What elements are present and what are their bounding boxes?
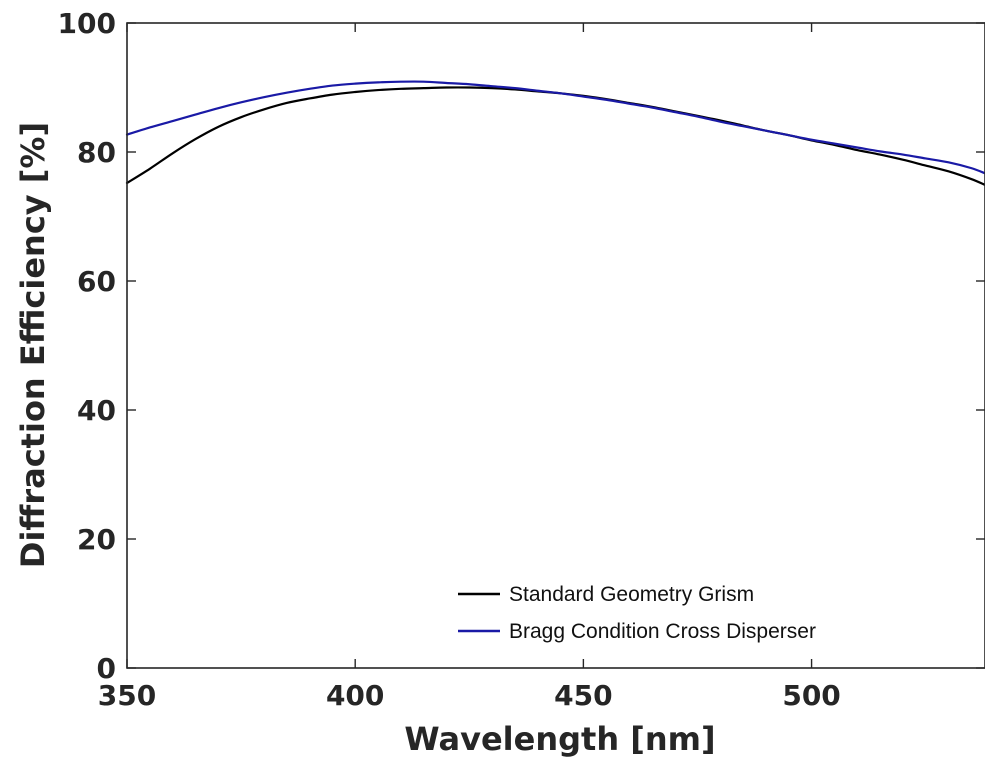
- series-lines: [125, 80, 985, 186]
- x-tick-label-500: 500: [782, 679, 840, 712]
- y-tick-label-80: 80: [77, 136, 116, 169]
- legend: Standard Geometry Grism Bragg Condition …: [458, 583, 816, 643]
- plot-background: [127, 23, 985, 668]
- y-tick-label-0: 0: [97, 652, 116, 685]
- y-tick-label-20: 20: [77, 523, 116, 556]
- y-tick-label-100: 100: [58, 7, 116, 40]
- y-tick-label-60: 60: [77, 265, 116, 298]
- x-tick-label-350: 350: [98, 679, 156, 712]
- x-tick-labels: 350 400 450 500: [98, 679, 841, 712]
- tick-marks: [126, 22, 985, 669]
- legend-label-bragg-condition-cross-disperser: Bragg Condition Cross Disperser: [509, 620, 816, 643]
- legend-label-standard-geometry-grism: Standard Geometry Grism: [509, 583, 754, 606]
- y-axis-title: Diffraction Efficiency [%]: [14, 122, 52, 568]
- x-tick-label-450: 450: [554, 679, 612, 712]
- y-tick-label-40: 40: [77, 394, 116, 427]
- plot-frame: [126, 22, 985, 669]
- plot-area: [125, 22, 985, 669]
- x-axis-title: Wavelength [nm]: [404, 720, 715, 757]
- series-line-bragg-condition-cross-disperser: [125, 80, 985, 175]
- x-tick-label-400: 400: [326, 679, 384, 712]
- y-tick-labels: 0 20 40 60 80 100: [58, 7, 116, 685]
